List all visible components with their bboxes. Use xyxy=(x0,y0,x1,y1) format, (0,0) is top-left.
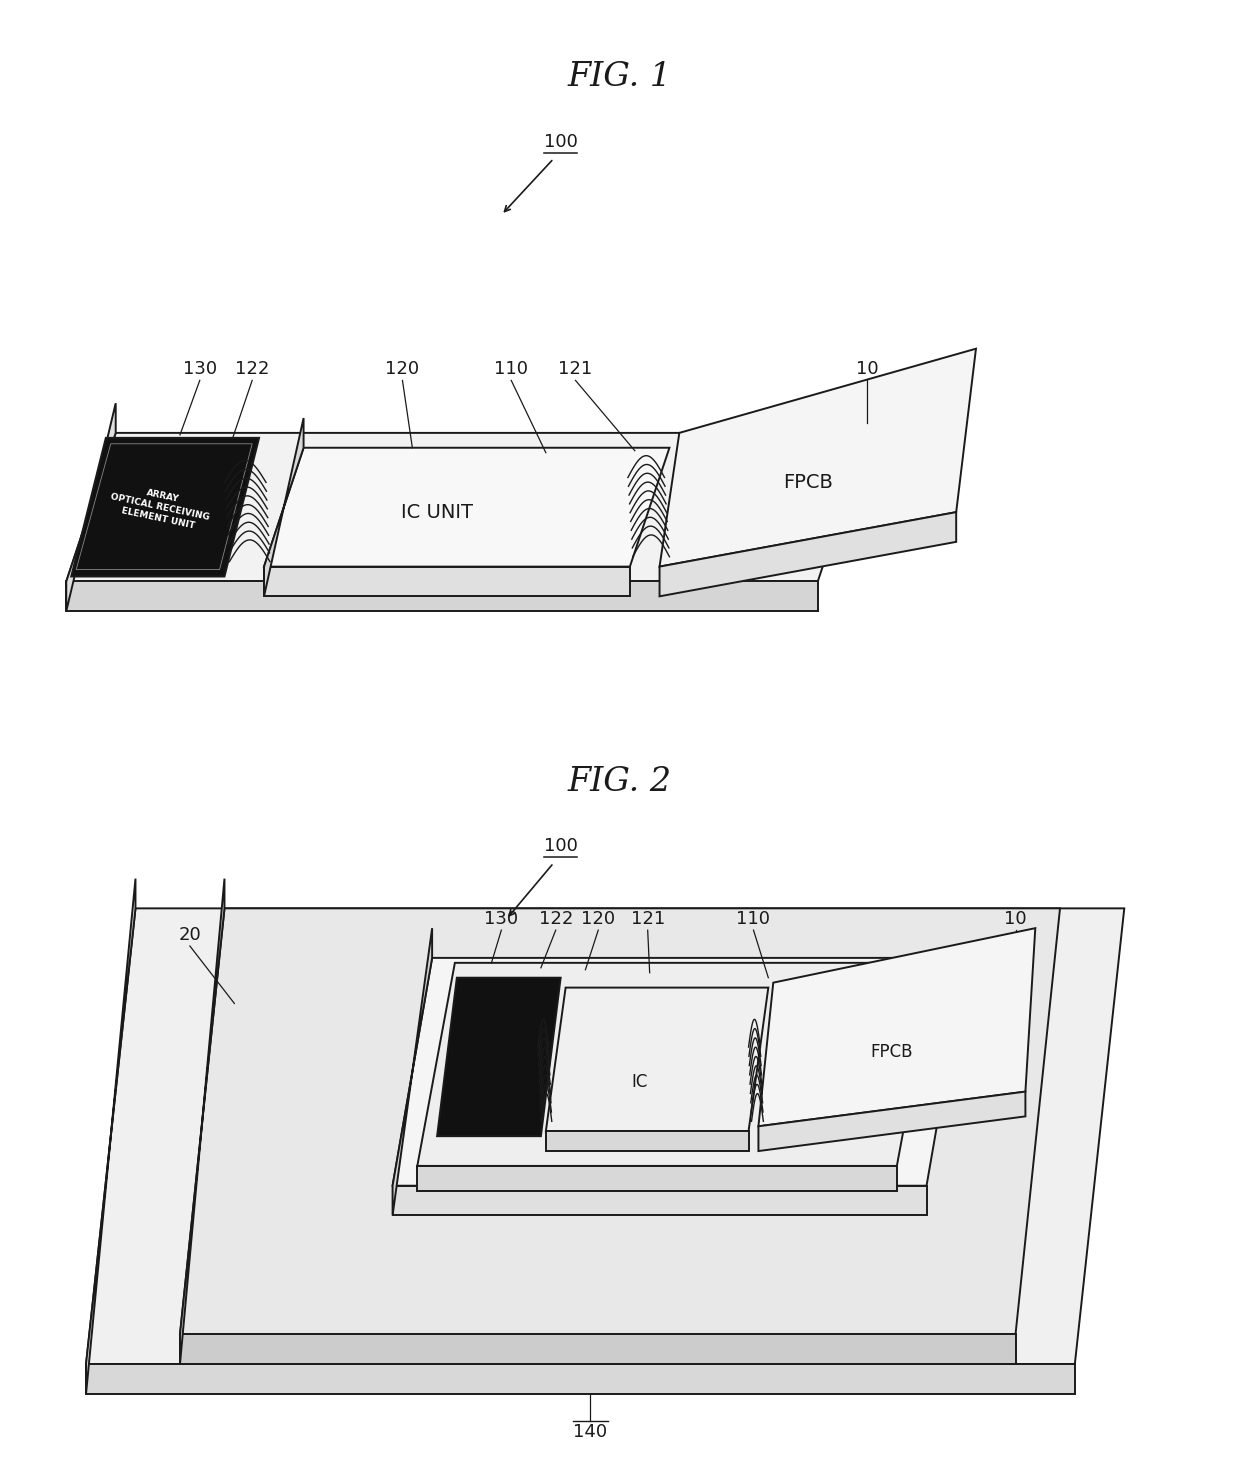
Polygon shape xyxy=(393,929,432,1216)
Polygon shape xyxy=(660,512,956,596)
Polygon shape xyxy=(418,963,935,1166)
Polygon shape xyxy=(86,879,135,1394)
Polygon shape xyxy=(86,1365,1075,1394)
Polygon shape xyxy=(759,929,1035,1126)
Text: 130: 130 xyxy=(485,910,518,929)
Text: 20: 20 xyxy=(179,926,201,944)
Text: IC: IC xyxy=(631,1073,649,1091)
Text: 130: 130 xyxy=(182,361,217,378)
Text: 121: 121 xyxy=(631,910,665,929)
Text: 120: 120 xyxy=(582,910,615,929)
Text: FIG. 2: FIG. 2 xyxy=(568,765,672,798)
Text: FIG. 1: FIG. 1 xyxy=(568,62,672,93)
Polygon shape xyxy=(546,1132,749,1151)
Text: 120: 120 xyxy=(386,361,419,378)
Polygon shape xyxy=(66,403,115,611)
Text: FPCB: FPCB xyxy=(782,473,833,492)
Text: ARRAY
OPTICAL RECEIVING
ELEMENT UNIT: ARRAY OPTICAL RECEIVING ELEMENT UNIT xyxy=(108,481,213,534)
Text: 100: 100 xyxy=(543,132,578,150)
Text: 100: 100 xyxy=(543,838,578,855)
Polygon shape xyxy=(759,1092,1025,1151)
Text: 110: 110 xyxy=(737,910,770,929)
Polygon shape xyxy=(86,908,1125,1365)
Text: 122: 122 xyxy=(234,361,269,378)
Text: 10: 10 xyxy=(1004,910,1027,929)
Text: 121: 121 xyxy=(558,361,593,378)
Polygon shape xyxy=(436,977,560,1136)
Polygon shape xyxy=(180,908,1060,1334)
Polygon shape xyxy=(66,433,867,581)
Polygon shape xyxy=(180,879,224,1365)
Polygon shape xyxy=(180,1334,1016,1365)
Text: 122: 122 xyxy=(538,910,573,929)
Text: 140: 140 xyxy=(573,1423,608,1441)
Polygon shape xyxy=(71,437,259,577)
Text: 110: 110 xyxy=(495,361,528,378)
Polygon shape xyxy=(660,349,976,567)
Text: 10: 10 xyxy=(856,361,878,378)
Polygon shape xyxy=(393,958,966,1186)
Polygon shape xyxy=(66,581,817,611)
Text: FPCB: FPCB xyxy=(870,1044,913,1061)
Polygon shape xyxy=(418,1166,897,1191)
Polygon shape xyxy=(393,1186,926,1216)
Polygon shape xyxy=(264,418,304,596)
Polygon shape xyxy=(264,447,670,567)
Polygon shape xyxy=(546,988,769,1132)
Text: IC UNIT: IC UNIT xyxy=(401,502,474,521)
Polygon shape xyxy=(264,567,630,596)
